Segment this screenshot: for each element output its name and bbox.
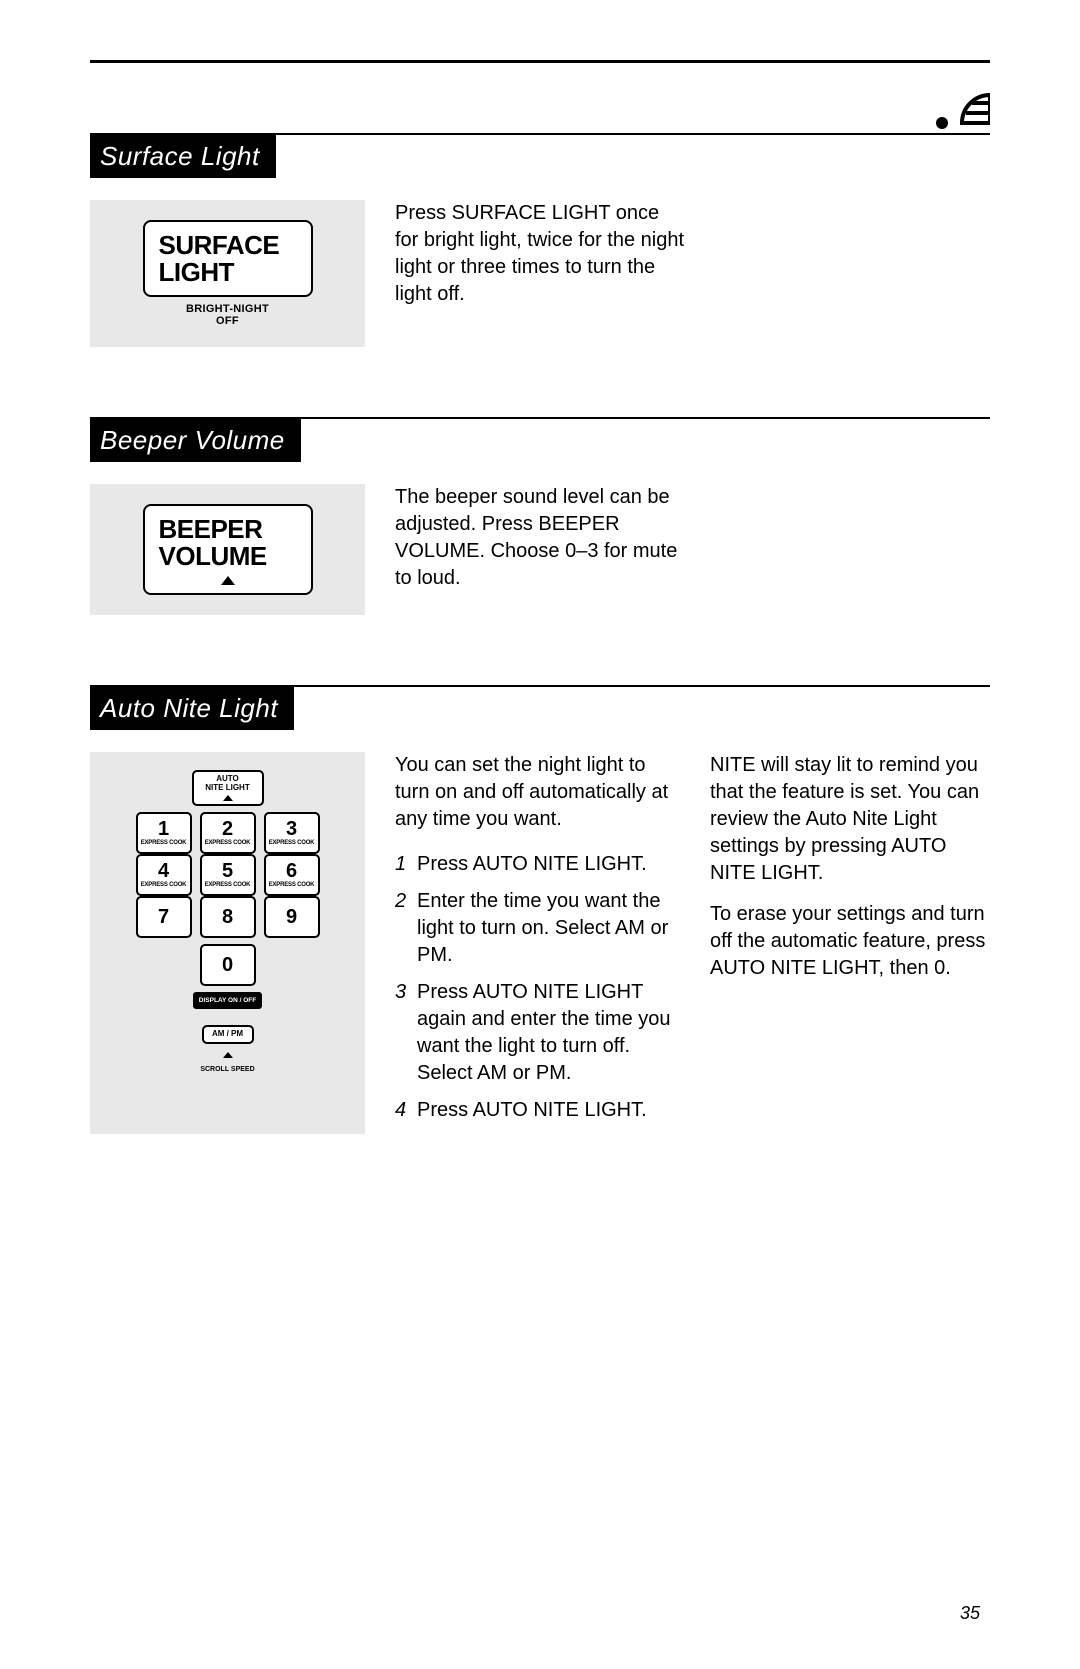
button-sublabel: BRIGHT-NIGHT — [186, 303, 269, 315]
triangle-up-icon — [223, 795, 233, 801]
key-number: 7 — [158, 907, 169, 927]
auto-p2: To erase your settings and turn off the … — [710, 901, 990, 982]
steps-list: 1 Press AUTO NITE LIGHT. 2Enter the time y… — [395, 851, 680, 1124]
page-category-icon — [930, 85, 990, 135]
triangle-up-icon — [221, 576, 235, 585]
key-number: 2 — [222, 819, 233, 839]
key-3: 3EXPRESS COOK — [264, 812, 320, 854]
surface-description: Press SURFACE LIGHT once for bright ligh… — [395, 200, 685, 347]
key-sublabel: EXPRESS COOK — [205, 840, 251, 846]
button-sublabel: OFF — [216, 315, 239, 327]
key-4: 4EXPRESS COOK — [136, 854, 192, 896]
section-surface-light: Surface Light SURFACE LIGHT BRIGHT-NIGHT… — [90, 133, 990, 347]
key-number: 9 — [286, 907, 297, 927]
auto-intro: You can set the night light to turn on a… — [395, 752, 680, 833]
key-number: 6 — [286, 861, 297, 881]
step-number: 3 — [395, 979, 409, 1087]
button-beeper-volume: BEEPER VOLUME — [143, 504, 313, 596]
key-number: 3 — [286, 819, 297, 839]
step: 2Enter the time you want the light to tu… — [395, 888, 680, 969]
button-surface-light: SURFACE LIGHT — [143, 220, 313, 297]
page-number: 35 — [960, 1603, 980, 1624]
key-8: 8 — [200, 896, 256, 938]
key-auto-nite-light: AUTO NITE LIGHT — [192, 770, 264, 806]
key-sublabel: EXPRESS COOK — [141, 840, 187, 846]
page-top-rule — [90, 60, 990, 63]
key-1: 1EXPRESS COOK — [136, 812, 192, 854]
key-9: 9 — [264, 896, 320, 938]
key-display-onoff: DISPLAY ON / OFF — [193, 992, 262, 1009]
section-beeper-volume: Beeper Volume BEEPER VOLUME The beeper s… — [90, 417, 990, 616]
key-sublabel: EXPRESS COOK — [269, 840, 315, 846]
key-sublabel: EXPRESS COOK — [141, 882, 187, 888]
keypad: AUTO NITE LIGHT 1EXPRESS COOK2EXPRESS CO… — [136, 770, 320, 1073]
key-number: 1 — [158, 819, 169, 839]
step-text: Press AUTO NITE LIGHT. — [417, 851, 680, 878]
key-6: 6EXPRESS COOK — [264, 854, 320, 896]
key-7: 7 — [136, 896, 192, 938]
button-label: SURFACE — [159, 232, 297, 259]
key-0: 0 — [200, 944, 256, 986]
auto-col1: You can set the night light to turn on a… — [395, 752, 680, 1134]
illustration-beeper-volume: BEEPER VOLUME — [90, 484, 365, 616]
button-label: LIGHT — [159, 259, 297, 286]
section-title-auto: Auto Nite Light — [90, 687, 294, 730]
triangle-up-icon — [223, 1052, 233, 1058]
key-5: 5EXPRESS COOK — [200, 854, 256, 896]
section-auto-nite-light: Auto Nite Light AUTO NITE LIGHT 1EXPRESS… — [90, 685, 990, 1134]
section-title-surface: Surface Light — [90, 135, 276, 178]
step: 3Press AUTO NITE LIGHT again and enter t… — [395, 979, 680, 1087]
step-text: Press AUTO NITE LIGHT again and enter th… — [417, 979, 680, 1087]
key-number: 5 — [222, 861, 233, 881]
key-number: 4 — [158, 861, 169, 881]
key-number: 8 — [222, 907, 233, 927]
step: 1 Press AUTO NITE LIGHT. — [395, 851, 680, 878]
step: 4 Press AUTO NITE LIGHT. — [395, 1097, 680, 1124]
key-2: 2EXPRESS COOK — [200, 812, 256, 854]
step-number: 1 — [395, 851, 409, 878]
scroll-speed-label: SCROLL SPEED — [200, 1066, 254, 1073]
auto-p1: NITE will stay lit to remind you that th… — [710, 752, 990, 887]
step-text: Press AUTO NITE LIGHT. — [417, 1097, 680, 1124]
step-number: 2 — [395, 888, 409, 969]
step-number: 4 — [395, 1097, 409, 1124]
button-label: BEEPER — [159, 516, 297, 543]
key-number: 0 — [222, 955, 233, 975]
step-text: Enter the time you want the light to tur… — [417, 888, 680, 969]
beeper-description: The beeper sound level can be adjusted. … — [395, 484, 685, 616]
illustration-surface-light: SURFACE LIGHT BRIGHT-NIGHT OFF — [90, 200, 365, 347]
auto-col2: NITE will stay lit to remind you that th… — [710, 752, 990, 1134]
key-sublabel: EXPRESS COOK — [269, 882, 315, 888]
illustration-keypad: AUTO NITE LIGHT 1EXPRESS COOK2EXPRESS CO… — [90, 752, 365, 1134]
key-sublabel: EXPRESS COOK — [205, 882, 251, 888]
key-label: NITE LIGHT — [200, 784, 256, 793]
section-title-beeper: Beeper Volume — [90, 419, 301, 462]
key-am-pm: AM / PM — [202, 1025, 254, 1044]
button-label: VOLUME — [159, 543, 297, 570]
